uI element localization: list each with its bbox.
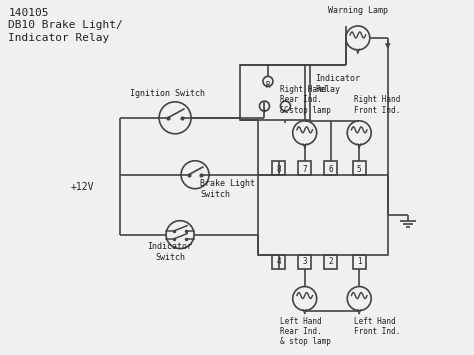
Bar [272,255,285,269]
Text: Warning Lamp: Warning Lamp [328,6,388,15]
Text: 5: 5 [357,165,362,174]
Text: 3: 3 [302,257,307,266]
Bar [353,161,366,175]
Text: 6: 6 [328,165,333,174]
Text: Left Hand
Front Ind.: Left Hand Front Ind. [354,317,401,336]
Text: 8: 8 [276,165,281,174]
Bar [298,161,311,175]
Text: Left Hand
Rear Ind.
& stop lamp: Left Hand Rear Ind. & stop lamp [280,317,330,346]
Bar [240,65,310,120]
Text: Indicator
Relay: Indicator Relay [315,75,360,94]
Bar [258,175,388,255]
Text: 2: 2 [328,257,333,266]
Text: Brake Light
Switch: Brake Light Switch [200,179,255,199]
Text: C: C [283,106,288,115]
Text: R: R [265,81,270,91]
Bar [298,255,311,269]
Text: Right Hand
Front Ind.: Right Hand Front Ind. [354,95,401,115]
Text: Right Hand
Rear Ind.
& stop lamp: Right Hand Rear Ind. & stop lamp [280,85,330,115]
Text: +: + [262,106,267,115]
Bar [324,161,337,175]
Text: 7: 7 [302,165,307,174]
Text: +12V: +12V [70,182,94,192]
Bar [272,161,285,175]
Text: DB10 Brake Light/: DB10 Brake Light/ [9,20,123,30]
Text: 4: 4 [276,257,281,266]
Text: 1: 1 [357,257,362,266]
Text: 140105: 140105 [9,8,49,18]
Text: Ignition Switch: Ignition Switch [129,89,205,98]
Text: Indicator Relay: Indicator Relay [9,33,109,43]
Bar [353,255,366,269]
Text: Indicator
Switch: Indicator Switch [147,242,192,262]
Bar [324,255,337,269]
